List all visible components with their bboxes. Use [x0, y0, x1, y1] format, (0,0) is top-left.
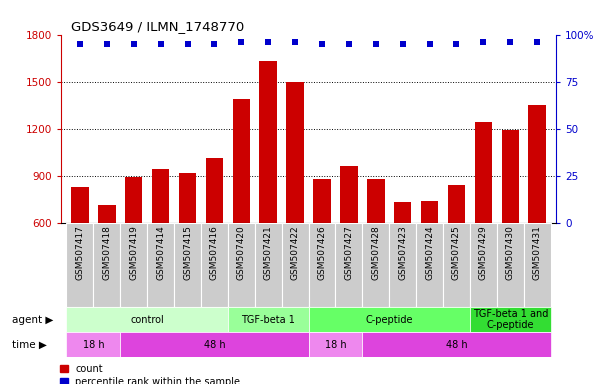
Text: GSM507430: GSM507430 [506, 225, 515, 280]
Bar [228, 307, 309, 332]
Bar [367, 179, 384, 317]
Bar [282, 223, 309, 307]
Text: GSM507416: GSM507416 [210, 225, 219, 280]
Bar [120, 332, 309, 357]
Bar [340, 166, 357, 317]
Bar [313, 179, 331, 317]
Bar [335, 223, 362, 307]
Bar [179, 172, 196, 317]
Point [532, 39, 542, 45]
Bar [309, 332, 362, 357]
Text: GSM507420: GSM507420 [237, 225, 246, 280]
Text: GSM507422: GSM507422 [291, 225, 299, 280]
Text: TGF-beta 1: TGF-beta 1 [241, 314, 295, 325]
Bar [470, 307, 551, 332]
Bar [71, 187, 89, 317]
Point [183, 41, 192, 47]
Bar [497, 223, 524, 307]
Point [210, 41, 219, 47]
Text: GSM507419: GSM507419 [129, 225, 138, 280]
Bar [389, 223, 416, 307]
Bar [443, 223, 470, 307]
Text: GSM507429: GSM507429 [479, 225, 488, 280]
Text: GSM507425: GSM507425 [452, 225, 461, 280]
Point [75, 41, 85, 47]
Text: 18 h: 18 h [324, 339, 346, 350]
Point [156, 41, 166, 47]
Point [263, 39, 273, 45]
Bar [120, 223, 147, 307]
Text: TGF-beta 1 and
C-peptide: TGF-beta 1 and C-peptide [472, 309, 548, 331]
Bar [228, 223, 255, 307]
Legend: count, percentile rank within the sample: count, percentile rank within the sample [60, 364, 240, 384]
Text: GSM507414: GSM507414 [156, 225, 165, 280]
Bar [67, 223, 93, 307]
Text: 48 h: 48 h [445, 339, 467, 350]
Bar [529, 105, 546, 317]
Bar [448, 185, 465, 317]
Bar [394, 202, 411, 317]
Bar [502, 130, 519, 317]
Bar [255, 223, 282, 307]
Text: C-peptide: C-peptide [365, 314, 413, 325]
Bar [421, 201, 438, 317]
Bar [524, 223, 551, 307]
Text: GSM507427: GSM507427 [345, 225, 353, 280]
Bar [98, 205, 115, 317]
Bar [362, 332, 551, 357]
Text: control: control [130, 314, 164, 325]
Text: 48 h: 48 h [203, 339, 225, 350]
Point [478, 39, 488, 45]
Point [371, 41, 381, 47]
Bar [475, 122, 492, 317]
Text: 18 h: 18 h [82, 339, 104, 350]
Text: GSM507415: GSM507415 [183, 225, 192, 280]
Point [102, 41, 112, 47]
Bar [125, 177, 142, 317]
Bar [174, 223, 201, 307]
Bar [260, 61, 277, 317]
Bar [362, 223, 389, 307]
Bar [67, 307, 228, 332]
Point [344, 41, 354, 47]
Text: GSM507431: GSM507431 [533, 225, 542, 280]
Text: GSM507417: GSM507417 [75, 225, 84, 280]
Bar [147, 223, 174, 307]
Text: GSM507424: GSM507424 [425, 225, 434, 280]
Point [452, 41, 461, 47]
Text: time ▶: time ▶ [12, 339, 47, 350]
Bar [287, 82, 304, 317]
Bar [470, 223, 497, 307]
Bar [93, 223, 120, 307]
Bar [233, 99, 250, 317]
Text: GDS3649 / ILMN_1748770: GDS3649 / ILMN_1748770 [71, 20, 244, 33]
Point [290, 39, 300, 45]
Text: GSM507426: GSM507426 [318, 225, 326, 280]
Point [398, 41, 408, 47]
Point [425, 41, 434, 47]
Bar [152, 169, 169, 317]
Bar [206, 159, 223, 317]
Text: GSM507421: GSM507421 [264, 225, 273, 280]
Text: GSM507423: GSM507423 [398, 225, 407, 280]
Point [236, 39, 246, 45]
Bar [309, 223, 335, 307]
Text: GSM507428: GSM507428 [371, 225, 380, 280]
Bar [416, 223, 443, 307]
Bar [67, 332, 120, 357]
Text: agent ▶: agent ▶ [12, 314, 54, 325]
Point [505, 39, 515, 45]
Text: GSM507418: GSM507418 [102, 225, 111, 280]
Bar [201, 223, 228, 307]
Point [317, 41, 327, 47]
Point [129, 41, 139, 47]
Bar [309, 307, 470, 332]
